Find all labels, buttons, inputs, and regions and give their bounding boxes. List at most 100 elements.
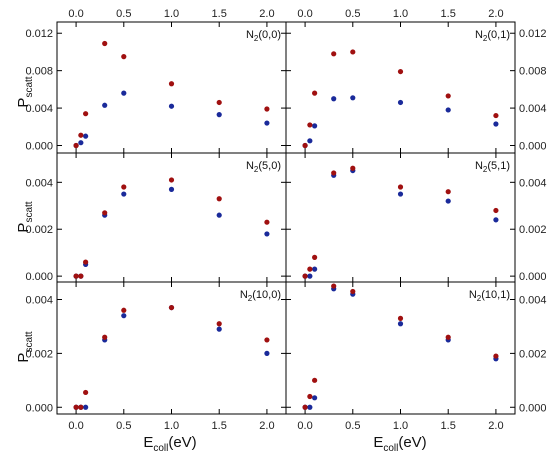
data-point <box>312 90 318 96</box>
y-tick-label: 0.004 <box>25 103 53 115</box>
data-point <box>83 259 89 265</box>
panel-1: 0.000 0.004 0.008 0.012 0.0 0.5 1.0 1.5 2.0 N2(0,… <box>25 8 287 154</box>
data-point <box>350 165 356 171</box>
y-tick-label: 0.002 <box>519 224 547 236</box>
panel-5: 0.000 0.002 0.004 0.0 0.5 1.0 1.5 2.0 N2(10,0) <box>25 281 287 432</box>
data-point <box>264 231 270 237</box>
data-point <box>121 54 127 60</box>
panel-label: N2(10,1) <box>469 289 510 303</box>
y-tick-label: 0.000 <box>519 402 547 414</box>
data-point <box>331 283 337 289</box>
data-point <box>168 81 175 87</box>
data-point <box>350 95 356 101</box>
data-point <box>331 170 337 176</box>
data-point <box>83 404 89 410</box>
data-point <box>445 198 451 204</box>
data-point <box>168 186 175 192</box>
x-tick-label-bottom: 1.0 <box>393 420 408 432</box>
data-point <box>102 210 108 216</box>
panel-frame <box>56 152 287 283</box>
data-point <box>302 273 308 279</box>
y-tick-label: 0.008 <box>519 66 547 78</box>
data-point <box>307 393 313 400</box>
data-point <box>78 140 84 146</box>
y-tick-label: 0.002 <box>25 348 53 360</box>
y-tick-label: 0.000 <box>25 402 53 414</box>
y-tick-label: 0.012 <box>25 28 53 40</box>
data-point <box>121 90 127 96</box>
panel-label: N2(5,1) <box>475 160 510 174</box>
panel-frame <box>56 21 287 154</box>
y-tick-label: 0.004 <box>519 103 547 115</box>
data-point <box>445 189 451 195</box>
data-point <box>83 111 89 117</box>
y-tick-label: 0.004 <box>519 295 547 307</box>
panels-group: 0.000 0.004 0.008 0.012 0.0 0.5 1.0 1.5 2.0 N2(0,… <box>25 8 546 432</box>
data-point <box>312 377 318 383</box>
data-point <box>216 326 222 332</box>
data-point <box>83 389 89 396</box>
x-tick-label-top: 0.5 <box>345 8 360 20</box>
x-tick-label-top: 0.0 <box>68 8 83 20</box>
y-tick-label: 0.000 <box>25 141 53 153</box>
data-point <box>83 133 89 139</box>
y-tick-label: 0.004 <box>25 177 53 189</box>
data-point <box>168 304 175 311</box>
data-point <box>264 106 270 112</box>
data-point <box>445 334 451 340</box>
data-point <box>102 102 108 108</box>
data-point <box>312 123 318 129</box>
y-tick-label: 0.000 <box>519 271 547 283</box>
data-point <box>493 112 499 119</box>
x-axis-title-left: Ecoll(eV) <box>143 434 196 454</box>
x-tick-label-top: 1.0 <box>164 8 179 20</box>
panel-label: N2(10,0) <box>240 289 281 303</box>
x-tick-label-bottom: 0.5 <box>116 420 131 432</box>
data-point <box>121 307 127 313</box>
data-point <box>78 132 84 138</box>
data-point <box>312 395 318 401</box>
data-point <box>264 120 270 126</box>
y-tick-label: 0.002 <box>25 224 53 236</box>
panel-3: 0.000 0.002 0.004 N2(5,0) <box>25 152 287 283</box>
data-point <box>121 184 127 190</box>
data-point <box>493 353 499 359</box>
data-point <box>397 321 404 327</box>
x-tick-label-bottom: 2.0 <box>259 420 274 432</box>
x-tick-label-top: 1.5 <box>441 8 456 20</box>
data-point <box>121 191 127 197</box>
x-tick-label-bottom: 0.0 <box>297 420 312 432</box>
data-point <box>78 404 84 410</box>
data-point <box>445 107 451 113</box>
y-tick-label: 0.004 <box>25 295 53 307</box>
y-tick-label: 0.002 <box>519 348 547 360</box>
x-tick-label-bottom: 1.5 <box>441 420 456 432</box>
data-point <box>307 273 313 279</box>
data-point <box>397 184 404 190</box>
data-point <box>312 266 318 272</box>
y-tick-label: 0.012 <box>519 28 547 40</box>
data-point <box>350 288 356 295</box>
panel-frame <box>285 152 516 283</box>
data-point <box>121 313 127 319</box>
data-point <box>168 103 175 109</box>
data-point <box>216 212 222 218</box>
data-point <box>397 99 404 106</box>
panel-6: 0.000 0.002 0.004 0.0 0.5 1.0 1.5 2.0 N2(10,1) <box>285 281 547 432</box>
y-tick-label: 0.008 <box>25 66 53 78</box>
data-point <box>307 266 313 272</box>
data-point <box>264 350 270 356</box>
data-point <box>102 40 108 47</box>
data-point <box>216 99 222 106</box>
data-point <box>312 254 318 260</box>
data-point <box>445 93 451 99</box>
data-point <box>397 68 404 75</box>
data-point <box>307 404 313 410</box>
y-axis-title-row-2: Pscatt <box>15 201 35 232</box>
x-tick-label-top: 0.5 <box>116 8 131 20</box>
data-point <box>331 96 337 102</box>
data-point <box>73 142 79 149</box>
data-point <box>73 273 79 279</box>
data-point <box>493 207 499 214</box>
data-point <box>350 49 356 55</box>
